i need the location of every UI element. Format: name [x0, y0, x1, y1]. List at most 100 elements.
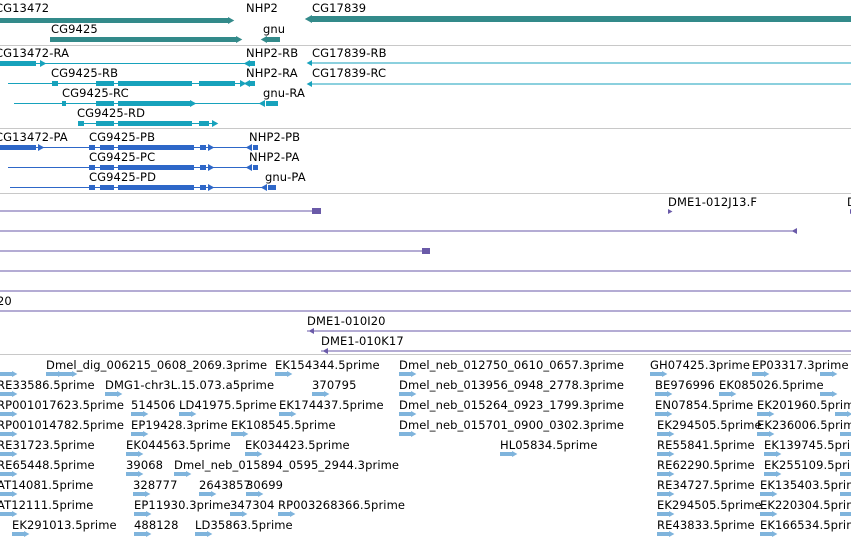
est-bar[interactable]: [0, 492, 12, 496]
exon-block[interactable]: [199, 121, 209, 126]
feature-label[interactable]: DME1-010I20: [307, 314, 386, 328]
feature-label[interactable]: EK201960.5prime: [757, 398, 851, 412]
est-bar[interactable]: [279, 412, 291, 416]
feature-label[interactable]: EK294505.5prime: [657, 498, 762, 512]
feature-label[interactable]: EP11930.3prime: [134, 498, 231, 512]
exon-block[interactable]: [266, 101, 278, 106]
est-bar[interactable]: [199, 492, 211, 496]
feature-label[interactable]: CG17839-RB: [312, 46, 387, 60]
feature-label[interactable]: CG17839-RC: [312, 66, 387, 80]
feature-label[interactable]: CG9425-PC: [89, 150, 156, 164]
feature-label[interactable]: AT12111.5prime: [0, 498, 94, 512]
gene-bar[interactable]: [312, 16, 851, 22]
feature-label[interactable]: RP003268366.5prime: [278, 498, 406, 512]
est-bar[interactable]: [245, 452, 257, 456]
est-bar[interactable]: [195, 532, 207, 536]
feature-label[interactable]: EK108545.5prime: [231, 418, 336, 432]
est-bar[interactable]: [760, 532, 772, 536]
feature-label[interactable]: DME1-010K17: [321, 334, 404, 348]
feature-label[interactable]: EK294505.5prime: [657, 418, 762, 432]
est-bar[interactable]: [757, 432, 769, 436]
est-bar[interactable]: [657, 492, 669, 496]
est-bar[interactable]: [278, 512, 290, 516]
feature-label[interactable]: EK139745.5prime: [764, 438, 851, 452]
feature-label[interactable]: EK085026.5prime: [719, 378, 824, 392]
feature-label[interactable]: LD35863.5prime: [195, 518, 293, 532]
exon-block[interactable]: [253, 145, 258, 150]
feature-label[interactable]: DME1-012J13.F: [668, 195, 758, 209]
feature-label[interactable]: 488128: [134, 518, 179, 532]
est-bar[interactable]: [0, 412, 12, 416]
feature-label[interactable]: CG9425-RC: [62, 86, 129, 100]
est-bar[interactable]: [657, 472, 669, 476]
feature-label[interactable]: EK236006.5prime: [757, 418, 851, 432]
est-bar[interactable]: [131, 412, 143, 416]
exon-block[interactable]: [96, 121, 114, 126]
feature-label[interactable]: HL05834.5prime: [500, 438, 598, 452]
est-bar[interactable]: [650, 372, 662, 376]
feature-label[interactable]: 30699: [246, 478, 284, 492]
feature-label[interactable]: EK291013.5prime: [12, 518, 117, 532]
feature-label[interactable]: 39068: [126, 458, 164, 472]
est-bar[interactable]: [0, 452, 12, 456]
est-bar[interactable]: [657, 432, 669, 436]
feature-label[interactable]: RE62290.5prime: [657, 458, 755, 472]
feature-label[interactable]: EK166534.5prime: [760, 518, 851, 532]
est-bar[interactable]: [500, 452, 512, 456]
feature-label[interactable]: EK034423.5prime: [245, 438, 350, 452]
est-bar[interactable]: [0, 372, 12, 376]
feature-label[interactable]: NHP2: [246, 1, 278, 15]
feature-label[interactable]: CG13472-PA: [0, 130, 68, 144]
est-bar[interactable]: [840, 492, 851, 496]
est-bar[interactable]: [752, 372, 764, 376]
est-bar[interactable]: [46, 372, 58, 376]
est-bar[interactable]: [657, 512, 669, 516]
feature-label[interactable]: gnu-PA: [265, 170, 306, 184]
feature-label[interactable]: NHP2-RB: [246, 46, 299, 60]
est-bar[interactable]: [174, 472, 186, 476]
feature-label[interactable]: DMG1-chr3L.15.073.a5prime: [105, 378, 275, 392]
feature-label[interactable]: CG9425-RD: [77, 106, 146, 120]
feature-label[interactable]: CG13472-RA: [0, 46, 70, 60]
feature-label[interactable]: gnu: [263, 22, 286, 36]
est-bar[interactable]: [840, 472, 851, 476]
feature-label[interactable]: 514506: [131, 398, 176, 412]
feature-label[interactable]: EP19428.3prime: [131, 418, 228, 432]
est-bar[interactable]: [399, 392, 411, 396]
feature-label[interactable]: EK255109.5prime: [764, 458, 851, 472]
feature-label[interactable]: RP001014782.5prime: [0, 418, 125, 432]
exon-block[interactable]: [268, 185, 276, 190]
est-bar[interactable]: [126, 472, 138, 476]
est-bar[interactable]: [757, 412, 769, 416]
est-bar[interactable]: [840, 512, 851, 516]
est-bar[interactable]: [60, 372, 72, 376]
feature-label[interactable]: NHP2-PA: [249, 150, 300, 164]
est-bar[interactable]: [820, 372, 832, 376]
feature-label[interactable]: BE976996: [655, 378, 715, 392]
gene-bar[interactable]: [0, 18, 228, 23]
est-bar[interactable]: [275, 372, 287, 376]
exon-block[interactable]: [118, 121, 192, 126]
est-bar[interactable]: [133, 492, 145, 496]
est-bar[interactable]: [399, 432, 411, 436]
est-bar[interactable]: [312, 392, 324, 396]
est-bar[interactable]: [657, 452, 669, 456]
feature-label[interactable]: EK135403.5prime: [760, 478, 851, 492]
est-bar[interactable]: [835, 412, 847, 416]
feature-label[interactable]: 347304: [230, 498, 275, 512]
est-bar[interactable]: [657, 532, 669, 536]
est-bar[interactable]: [0, 392, 12, 396]
est-bar[interactable]: [0, 512, 12, 516]
feature-label[interactable]: EN07854.5prime: [655, 398, 754, 412]
feature-label[interactable]: 2643857: [199, 478, 251, 492]
feature-label[interactable]: Dmel_neb_013956_0948_2778.3prime: [399, 378, 625, 392]
feature-label[interactable]: EK044563.5prime: [126, 438, 231, 452]
feature-label[interactable]: RE31723.5prime: [0, 438, 95, 452]
feature-label[interactable]: Dmel_neb_015894_0595_2944.3prime: [174, 458, 400, 472]
feature-label[interactable]: EP03317.3prime: [752, 358, 849, 372]
feature-label[interactable]: CG9425-PD: [89, 170, 157, 184]
feature-label[interactable]: RE34727.5prime: [657, 478, 755, 492]
feature-label[interactable]: CG9425-PB: [89, 130, 156, 144]
feature-label[interactable]: RE55841.5prime: [657, 438, 755, 452]
feature-label[interactable]: RP001017623.5prime: [0, 398, 125, 412]
